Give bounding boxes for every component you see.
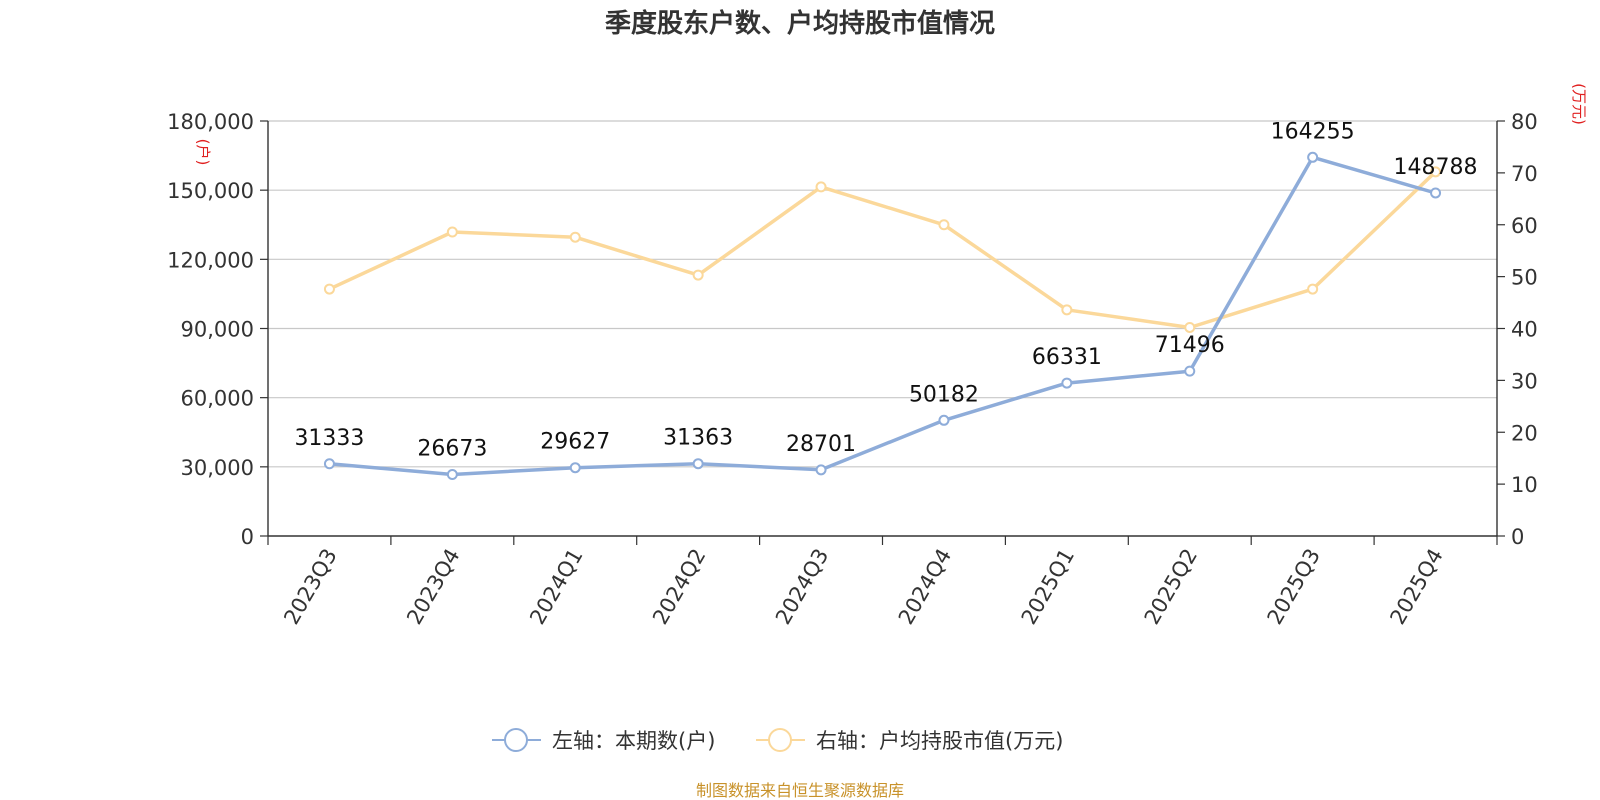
data-point-left[interactable] bbox=[569, 462, 581, 474]
legend: 左轴：本期数(户) 右轴：户均持股市值(万元) bbox=[492, 728, 1063, 753]
data-point-left[interactable] bbox=[1061, 377, 1073, 389]
data-point-right[interactable] bbox=[815, 181, 827, 193]
x-tick-label: 2024Q3 bbox=[771, 545, 833, 629]
right-tick-label: 60 bbox=[1511, 214, 1538, 238]
right-tick-label: 20 bbox=[1511, 421, 1538, 445]
data-point-right[interactable] bbox=[692, 269, 704, 281]
data-label: 28701 bbox=[786, 432, 856, 457]
data-label: 66331 bbox=[1032, 345, 1102, 370]
x-tick-label: 2023Q4 bbox=[402, 545, 464, 629]
data-source-note: 制图数据来自恒生聚源数据库 bbox=[696, 781, 904, 800]
left-tick-label: 30,000 bbox=[181, 456, 254, 480]
data-point-right[interactable] bbox=[1184, 321, 1196, 333]
data-point-left[interactable] bbox=[1184, 365, 1196, 377]
data-point-right[interactable] bbox=[569, 231, 581, 243]
data-labels: 31333 26673 29627 31363 28701 50182 66331 71496… bbox=[294, 119, 1477, 461]
x-tick-label: 2025Q3 bbox=[1263, 545, 1325, 629]
series-line-left bbox=[329, 155, 1436, 477]
legend-item-left-series[interactable]: 左轴：本期数(户) bbox=[492, 728, 715, 753]
data-point-right[interactable] bbox=[446, 226, 458, 238]
series-points bbox=[323, 151, 1442, 481]
data-label: 71496 bbox=[1155, 333, 1225, 358]
right-axis-unit: (万元) bbox=[1570, 83, 1588, 125]
x-tick-label: 2024Q2 bbox=[648, 545, 710, 629]
x-axis-ticks: 2023Q3 2023Q4 2024Q1 2024Q2 2024Q3 2024Q4 2025… bbox=[279, 545, 1448, 629]
left-tick-label: 180,000 bbox=[167, 110, 254, 134]
data-point-right[interactable] bbox=[938, 219, 950, 231]
data-label: 26673 bbox=[417, 437, 487, 462]
right-tick-label: 0 bbox=[1511, 525, 1524, 549]
series-line-right bbox=[328, 170, 1437, 330]
data-point-left[interactable] bbox=[446, 469, 458, 481]
data-point-left[interactable] bbox=[1307, 151, 1319, 163]
x-tick-label: 2024Q1 bbox=[525, 545, 587, 629]
data-point-right[interactable] bbox=[323, 283, 335, 295]
right-tick-label: 40 bbox=[1511, 318, 1538, 342]
chart-title: 季度股东户数、户均持股市值情况 bbox=[605, 8, 995, 39]
right-tick-label: 10 bbox=[1511, 473, 1538, 497]
left-tick-label: 60,000 bbox=[181, 387, 254, 411]
data-point-right[interactable] bbox=[1061, 304, 1073, 316]
legend-circle-icon-yellow bbox=[768, 728, 792, 752]
data-point-left[interactable] bbox=[692, 458, 704, 470]
right-axis-ticks: 0 10 20 30 40 50 60 70 80 bbox=[1511, 110, 1538, 549]
x-tick-label: 2025Q1 bbox=[1017, 545, 1079, 629]
data-point-right[interactable] bbox=[1307, 283, 1319, 295]
left-tick-label: 120,000 bbox=[167, 248, 254, 272]
x-tick-label: 2024Q4 bbox=[894, 545, 956, 629]
right-tick-label: 50 bbox=[1511, 266, 1538, 290]
data-point-left[interactable] bbox=[815, 464, 827, 476]
data-label: 31363 bbox=[663, 426, 733, 451]
data-label: 164255 bbox=[1271, 119, 1355, 144]
right-tick-label: 80 bbox=[1511, 110, 1538, 134]
legend-item-right-series[interactable]: 右轴：户均持股市值(万元) bbox=[756, 728, 1063, 753]
grid-lines bbox=[268, 120, 1497, 468]
left-axis-ticks: 0 30,000 60,000 90,000 120,000 150,000 180,000 bbox=[167, 110, 254, 549]
right-tick-label: 30 bbox=[1511, 369, 1538, 393]
data-point-right[interactable] bbox=[1430, 166, 1442, 178]
left-tick-label: 150,000 bbox=[167, 179, 254, 203]
x-tick-label: 2023Q3 bbox=[279, 545, 341, 629]
data-label: 148788 bbox=[1394, 155, 1478, 180]
left-tick-label: 90,000 bbox=[181, 318, 254, 342]
legend-label-right-series: 右轴：户均持股市值(万元) bbox=[816, 729, 1063, 753]
x-tick-label: 2025Q2 bbox=[1140, 545, 1202, 629]
data-label: 31333 bbox=[294, 426, 364, 451]
left-tick-label: 0 bbox=[241, 525, 254, 549]
data-label: 29627 bbox=[540, 430, 610, 455]
right-tick-label: 70 bbox=[1511, 162, 1538, 186]
data-label: 50182 bbox=[909, 382, 979, 407]
x-tick-label: 2025Q4 bbox=[1385, 545, 1447, 629]
data-point-left[interactable] bbox=[323, 458, 335, 470]
data-point-left[interactable] bbox=[1430, 187, 1442, 199]
left-axis-unit: (户) bbox=[194, 139, 212, 166]
legend-circle-icon-blue bbox=[504, 728, 528, 752]
data-point-left[interactable] bbox=[938, 414, 950, 426]
axes bbox=[260, 120, 1505, 545]
legend-label-left-series: 左轴：本期数(户) bbox=[552, 729, 715, 753]
series-lines bbox=[328, 155, 1437, 477]
